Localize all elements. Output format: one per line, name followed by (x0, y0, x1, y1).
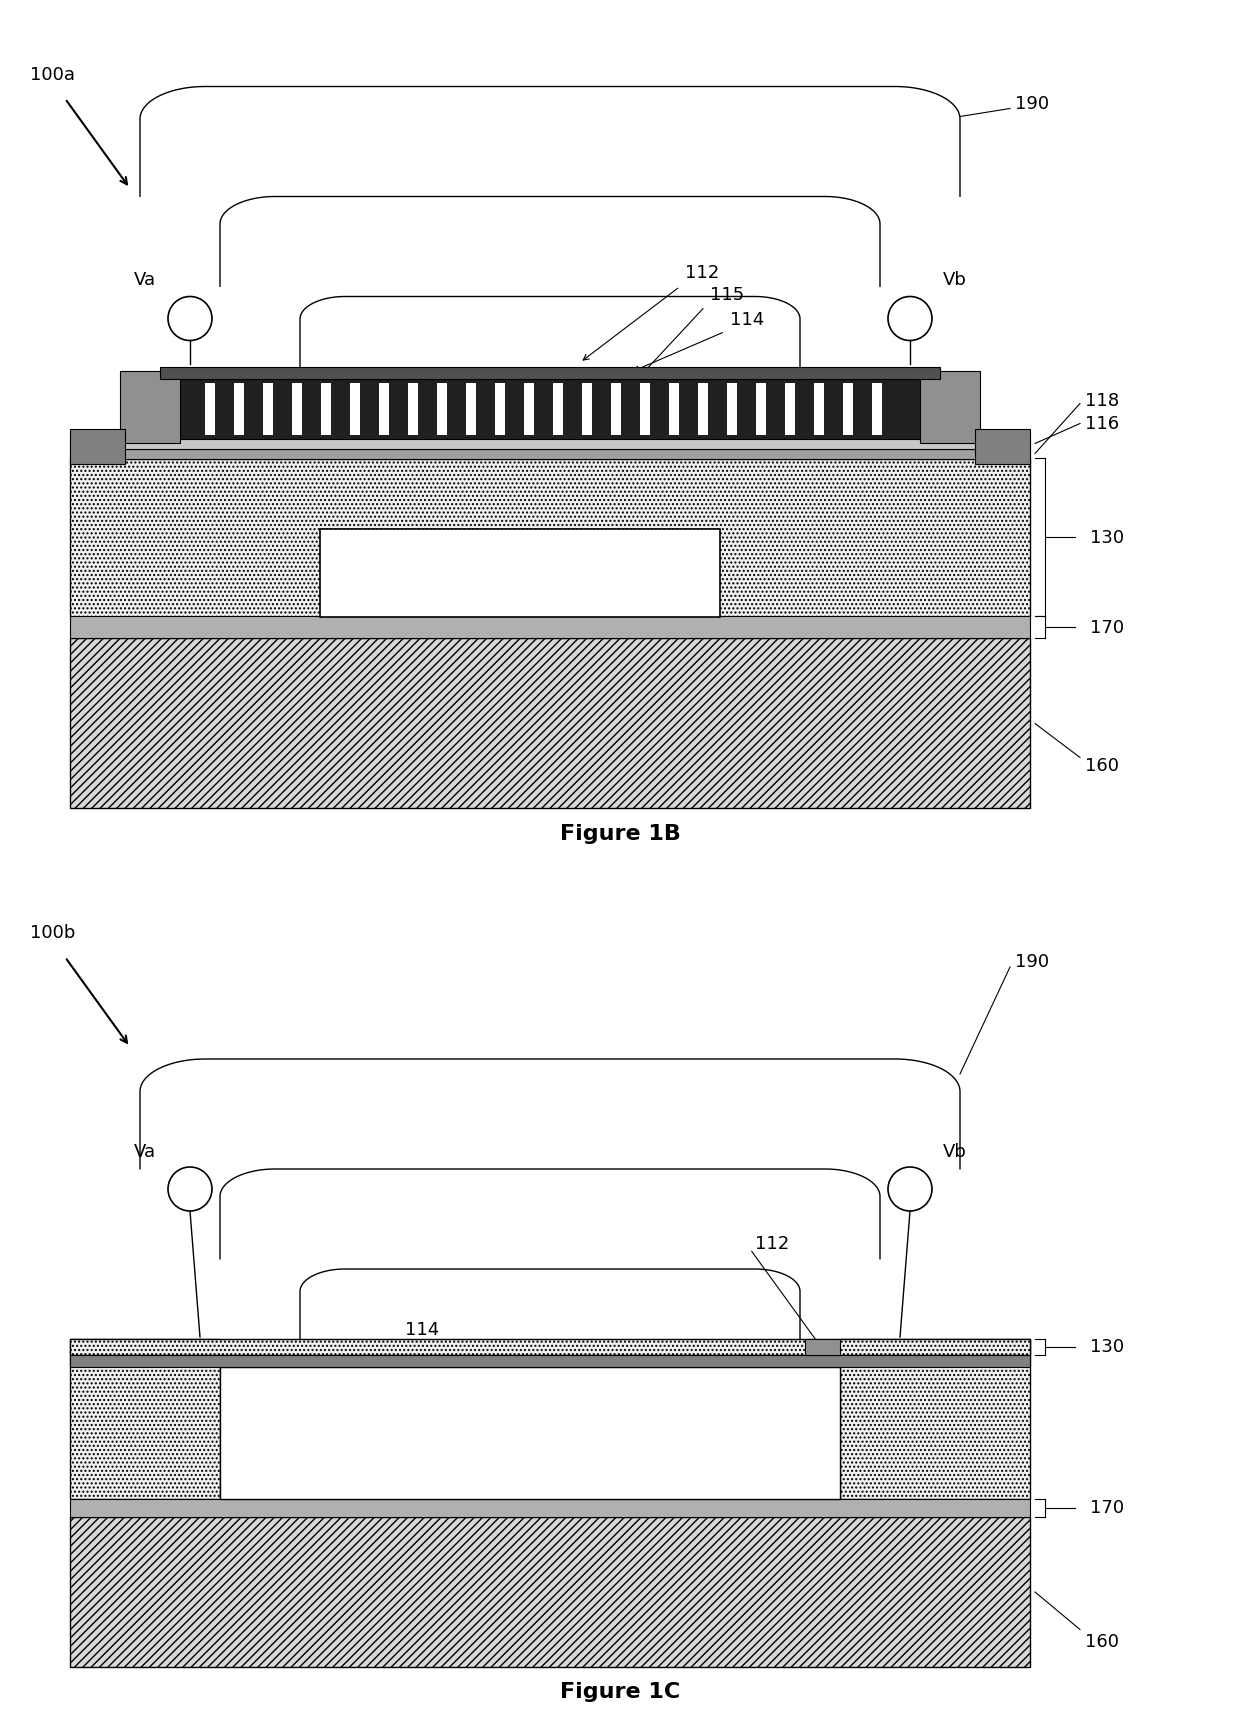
Bar (234, 383, 243, 434)
Bar (350, 383, 360, 434)
Bar (69, 1499, 1030, 1518)
Text: 116: 116 (1085, 414, 1120, 433)
Text: 170: 170 (1090, 618, 1125, 637)
Text: 160: 160 (1085, 1633, 1118, 1652)
Bar (495, 383, 505, 434)
Bar (69, 639, 1030, 809)
Bar (756, 383, 765, 434)
Bar (263, 383, 273, 434)
Text: 130: 130 (1090, 529, 1125, 546)
Text: 112: 112 (755, 1235, 789, 1253)
Bar (785, 383, 795, 434)
Bar (582, 383, 591, 434)
Text: 100b: 100b (30, 924, 76, 943)
Bar (321, 383, 331, 434)
Bar (160, 378, 940, 438)
Bar (466, 383, 475, 434)
Text: 114: 114 (405, 1320, 439, 1339)
Bar (872, 383, 882, 434)
Text: Va: Va (134, 1144, 156, 1161)
Bar (320, 529, 720, 616)
Circle shape (888, 1168, 932, 1210)
Bar (69, 1518, 1030, 1667)
Bar (69, 1339, 1030, 1355)
Text: 190: 190 (1016, 94, 1049, 113)
Bar (219, 1367, 839, 1499)
Text: Vb: Vb (944, 271, 967, 288)
Text: 190: 190 (1016, 953, 1049, 972)
Bar (553, 383, 563, 434)
Bar (69, 438, 1030, 448)
Text: 120: 120 (495, 1423, 529, 1442)
Text: 118: 118 (1085, 391, 1120, 409)
Bar (69, 616, 1030, 639)
Circle shape (167, 297, 212, 340)
Bar (436, 383, 446, 434)
Text: 120: 120 (534, 563, 569, 582)
Bar (975, 429, 1030, 464)
Bar (611, 383, 620, 434)
Bar (839, 1339, 1030, 1499)
Bar (843, 383, 853, 434)
Text: 120: 120 (534, 563, 569, 582)
Bar (813, 383, 823, 434)
Bar (69, 429, 125, 464)
Bar (205, 383, 215, 434)
Text: 114: 114 (730, 311, 764, 328)
Bar (69, 1355, 1030, 1367)
Bar (408, 383, 418, 434)
Bar (698, 383, 708, 434)
Text: 130: 130 (1090, 1338, 1125, 1356)
Text: 112: 112 (684, 263, 719, 282)
Text: Vb: Vb (944, 1144, 967, 1161)
Bar (525, 383, 533, 434)
Text: 170: 170 (1090, 1499, 1125, 1518)
Bar (379, 383, 388, 434)
Bar (920, 371, 980, 443)
Circle shape (888, 297, 932, 340)
Text: Va: Va (134, 271, 156, 288)
Bar (727, 383, 737, 434)
Bar (69, 1339, 219, 1499)
Bar (805, 1339, 839, 1355)
Text: Figure 1C: Figure 1C (560, 1683, 680, 1702)
Bar (120, 371, 180, 443)
Text: 100a: 100a (30, 65, 74, 84)
Text: Figure 1B: Figure 1B (559, 824, 681, 843)
Text: 115: 115 (711, 285, 744, 304)
Bar (291, 383, 301, 434)
Bar (69, 458, 1030, 616)
Bar (670, 383, 678, 434)
Text: 160: 160 (1085, 757, 1118, 774)
Circle shape (167, 1168, 212, 1210)
Bar (160, 366, 940, 378)
Bar (69, 448, 1030, 458)
Bar (640, 383, 650, 434)
